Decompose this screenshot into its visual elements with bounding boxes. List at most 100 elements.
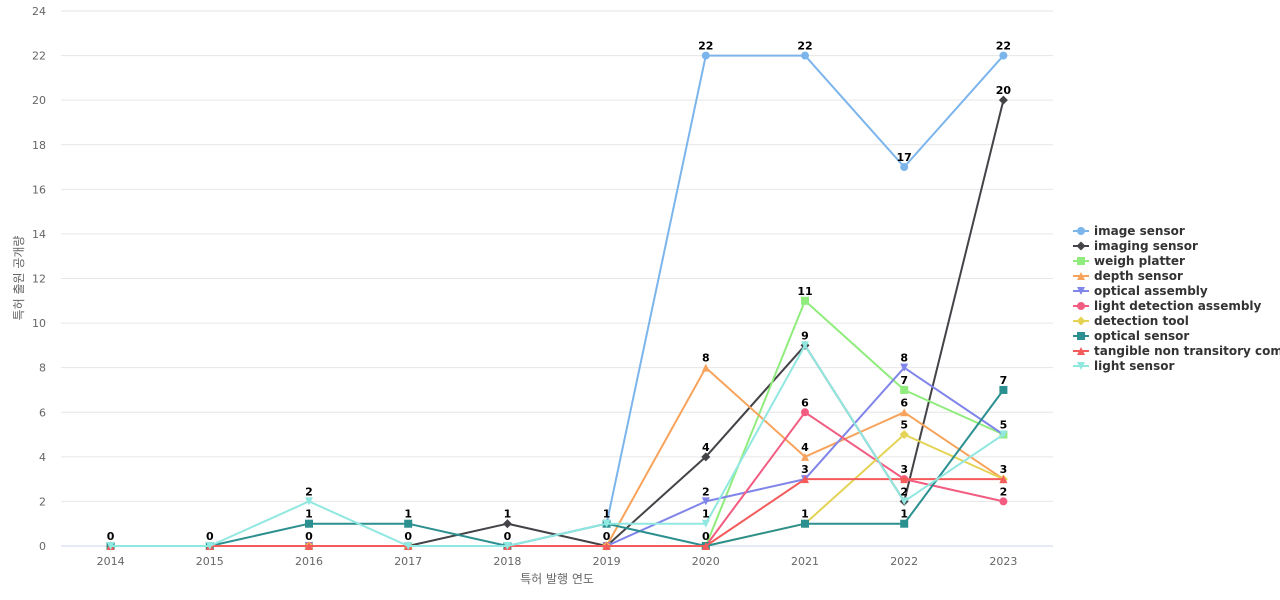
data-label: 0	[404, 530, 412, 543]
x-tick-label: 2023	[989, 555, 1017, 568]
data-point	[1077, 257, 1085, 265]
data-label: 9	[801, 329, 809, 342]
legend-item[interactable]: imaging sensor	[1073, 239, 1198, 253]
data-label: 22	[996, 40, 1011, 53]
data-label: 1	[404, 508, 412, 521]
legend-item[interactable]: image sensor	[1073, 224, 1185, 238]
legend-label: optical assembly	[1094, 284, 1208, 298]
series-group	[106, 51, 1008, 551]
data-point	[701, 519, 710, 528]
y-tick-label: 22	[32, 50, 46, 63]
legend-label: light detection assembly	[1094, 299, 1262, 313]
series-line	[110, 344, 1004, 547]
data-label: 1	[305, 508, 313, 521]
x-tick-label: 2017	[394, 555, 422, 568]
data-point	[503, 542, 512, 550]
series-optical-sensor	[106, 385, 1008, 550]
data-point	[1076, 316, 1086, 326]
y-tick-label: 14	[32, 228, 46, 241]
data-label: 2	[305, 485, 313, 498]
data-labels: 0 0 2 1 0 1 0 1 0 1 0 22 8 4 2 1 0 22 11 9 6 4 3 1 17 8 7 6 5 3 2 1 22 20…	[107, 40, 1012, 543]
y-tick-label: 4	[39, 451, 46, 464]
y-tick-label: 20	[32, 94, 46, 107]
y-tick-label: 12	[32, 273, 46, 286]
data-label: 0	[504, 530, 512, 543]
data-label: 11	[797, 285, 812, 298]
data-label: 0	[603, 530, 611, 543]
data-label: 1	[900, 508, 908, 521]
data-point	[602, 519, 611, 528]
data-point	[305, 497, 313, 506]
data-label: 17	[897, 151, 912, 164]
data-point	[900, 497, 909, 506]
x-tick-labels: 2014 2015 2016 2017 2018 2019 2020 2021 2022 2023	[97, 555, 1018, 568]
data-label: 8	[900, 352, 908, 365]
data-point	[999, 497, 1008, 506]
data-label: 0	[702, 530, 710, 543]
y-axis-title: 특허 출원 공개량	[12, 236, 26, 321]
data-point	[801, 475, 809, 484]
data-point	[404, 542, 413, 550]
data-label: 1	[603, 508, 611, 521]
y-tick-label: 8	[39, 362, 46, 375]
data-point	[1077, 362, 1085, 370]
x-tick-label: 2019	[593, 555, 621, 568]
data-point	[1076, 241, 1086, 251]
data-label: 6	[900, 396, 908, 409]
data-label: 0	[305, 530, 313, 543]
data-point	[899, 430, 909, 440]
legend-item[interactable]: detection tool	[1073, 314, 1189, 328]
y-tick-label: 16	[32, 183, 46, 196]
series-image-sensor	[106, 51, 1008, 550]
series-line	[110, 478, 1004, 547]
data-label: 0	[107, 530, 115, 543]
data-label: 1	[504, 508, 512, 521]
data-point	[305, 542, 313, 550]
data-point	[999, 430, 1008, 439]
legend-item[interactable]: weigh platter	[1073, 254, 1185, 268]
data-label: 6	[801, 396, 809, 409]
y-tick-label: 0	[39, 540, 46, 553]
x-tick-label: 2020	[692, 555, 720, 568]
y-tick-label: 24	[32, 5, 46, 18]
data-point	[801, 51, 809, 60]
legend-label: image sensor	[1094, 224, 1185, 238]
data-point	[1077, 332, 1085, 340]
y-tick-label: 2	[39, 495, 46, 508]
legend-label: weigh platter	[1094, 254, 1185, 268]
legend-item[interactable]: depth sensor	[1073, 269, 1183, 283]
data-point	[999, 385, 1008, 394]
data-point	[701, 363, 710, 372]
legend-label: tangible non transitory com...	[1094, 344, 1280, 358]
legend-item[interactable]: optical sensor	[1073, 329, 1189, 343]
data-point	[1077, 287, 1085, 295]
x-tick-label: 2014	[97, 555, 125, 568]
data-point	[1077, 272, 1085, 280]
legend-item[interactable]: light sensor	[1073, 359, 1174, 373]
data-label: 1	[801, 508, 809, 521]
y-tick-label: 10	[32, 317, 46, 330]
data-point	[900, 363, 909, 372]
data-point	[801, 408, 809, 417]
data-point	[404, 519, 413, 528]
data-point	[106, 542, 115, 550]
legend-label: imaging sensor	[1094, 239, 1198, 253]
data-label: 4	[801, 441, 809, 454]
legend-item[interactable]: light detection assembly	[1073, 299, 1262, 313]
data-label: 7	[1000, 374, 1008, 387]
data-point	[998, 95, 1008, 105]
data-label: 2	[1000, 485, 1008, 498]
legend-label: optical sensor	[1094, 329, 1189, 343]
data-point	[900, 163, 909, 172]
series-light-sensor	[106, 341, 1008, 550]
legend-item[interactable]: tangible non transitory com...	[1073, 344, 1280, 358]
data-label: 5	[1000, 419, 1008, 432]
y-tick-label: 18	[32, 139, 46, 152]
x-tick-label: 2015	[196, 555, 224, 568]
x-tick-label: 2022	[890, 555, 918, 568]
data-point	[900, 519, 909, 528]
data-label: 3	[1000, 463, 1008, 476]
legend-item[interactable]: optical assembly	[1073, 284, 1208, 298]
data-label: 7	[900, 374, 908, 387]
